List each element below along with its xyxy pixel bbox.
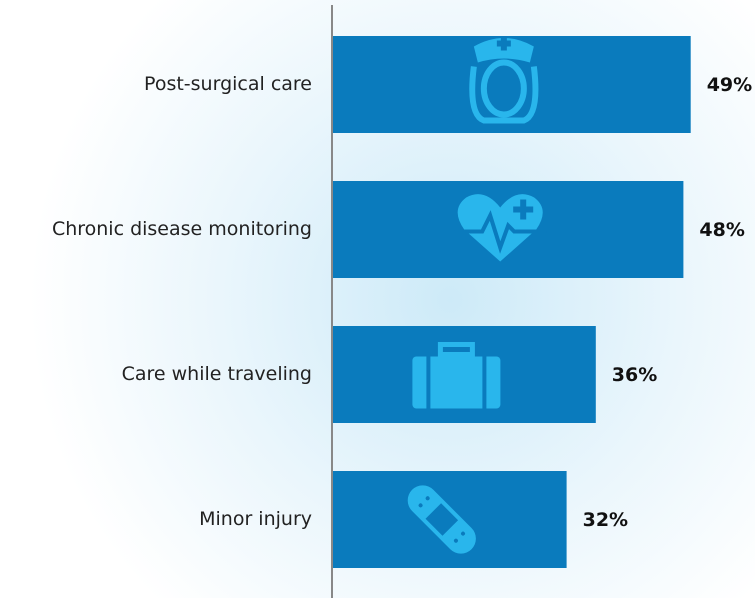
category-label: Chronic disease monitoring [52,218,312,240]
category-label: Minor injury [199,508,312,530]
category-label: Care while traveling [122,363,312,385]
value-label: 36% [612,364,657,386]
value-label: 32% [583,509,628,531]
bars: Post-surgical care 49% Chronic disease mon… [52,36,752,568]
value-label: 49% [707,74,752,96]
category-label: Post-surgical care [144,73,312,95]
value-label: 48% [699,219,744,241]
